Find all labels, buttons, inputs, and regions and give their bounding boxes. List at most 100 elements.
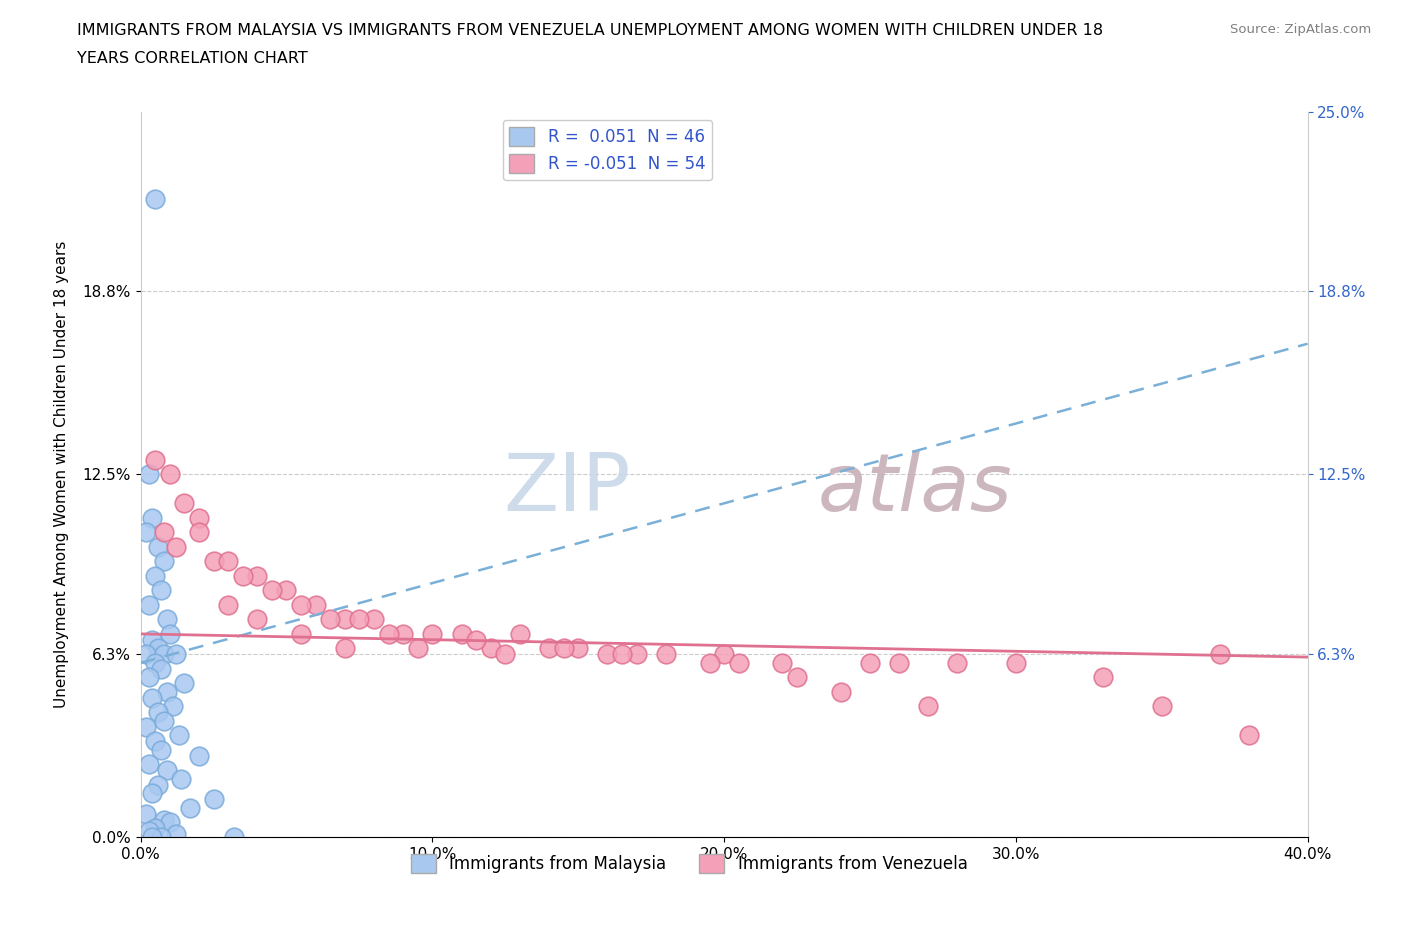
Point	[406, 641, 429, 656]
Point	[422, 627, 444, 642]
Point	[713, 646, 735, 661]
Point	[217, 597, 239, 612]
Point	[143, 821, 166, 836]
Point	[141, 690, 163, 705]
Point	[153, 646, 176, 661]
Point	[217, 554, 239, 569]
Point	[188, 749, 211, 764]
Point	[1239, 728, 1261, 743]
Point	[727, 656, 749, 671]
Point	[135, 525, 157, 539]
Point	[1092, 670, 1115, 684]
Point	[1005, 656, 1028, 671]
Point	[146, 777, 169, 792]
Point	[138, 467, 160, 482]
Text: atlas: atlas	[817, 450, 1012, 528]
Point	[143, 192, 166, 206]
Point	[156, 612, 179, 627]
Point	[165, 646, 187, 661]
Text: IMMIGRANTS FROM MALAYSIA VS IMMIGRANTS FROM VENEZUELA UNEMPLOYMENT AMONG WOMEN W: IMMIGRANTS FROM MALAYSIA VS IMMIGRANTS F…	[77, 23, 1104, 38]
Point	[141, 830, 163, 844]
Point	[450, 627, 472, 642]
Point	[363, 612, 385, 627]
Point	[188, 525, 211, 539]
Point	[143, 452, 166, 467]
Point	[392, 627, 415, 642]
Point	[165, 539, 187, 554]
Point	[156, 763, 179, 777]
Point	[153, 554, 176, 569]
Point	[553, 641, 575, 656]
Point	[138, 824, 160, 839]
Text: YEARS CORRELATION CHART: YEARS CORRELATION CHART	[77, 51, 308, 66]
Point	[138, 757, 160, 772]
Point	[141, 786, 163, 801]
Point	[135, 646, 157, 661]
Point	[596, 646, 619, 661]
Point	[246, 612, 269, 627]
Point	[333, 612, 356, 627]
Point	[170, 772, 193, 787]
Point	[290, 627, 312, 642]
Point	[150, 583, 173, 598]
Point	[655, 646, 678, 661]
Legend: Immigrants from Malaysia, Immigrants from Venezuela: Immigrants from Malaysia, Immigrants fro…	[404, 847, 974, 880]
Point	[173, 676, 195, 691]
Point	[610, 646, 633, 661]
Point	[333, 641, 356, 656]
Point	[305, 597, 328, 612]
Point	[188, 511, 211, 525]
Point	[146, 539, 169, 554]
Point	[135, 719, 157, 734]
Point	[153, 525, 176, 539]
Point	[141, 632, 163, 647]
Point	[349, 612, 371, 627]
Point	[162, 699, 184, 714]
Point	[377, 627, 399, 642]
Point	[165, 827, 187, 842]
Point	[465, 632, 488, 647]
Y-axis label: Unemployment Among Women with Children Under 18 years: Unemployment Among Women with Children U…	[53, 241, 69, 708]
Point	[222, 830, 245, 844]
Point	[150, 661, 173, 676]
Point	[143, 656, 166, 671]
Point	[917, 699, 939, 714]
Point	[786, 670, 808, 684]
Point	[141, 511, 163, 525]
Point	[290, 597, 312, 612]
Point	[153, 812, 176, 827]
Point	[479, 641, 502, 656]
Point	[232, 568, 254, 583]
Point	[150, 830, 173, 844]
Point	[772, 656, 794, 671]
Point	[509, 627, 531, 642]
Point	[699, 656, 721, 671]
Point	[246, 568, 269, 583]
Point	[150, 742, 173, 757]
Point	[138, 597, 160, 612]
Text: ZIP: ZIP	[503, 450, 631, 528]
Point	[159, 815, 181, 830]
Point	[830, 684, 852, 699]
Point	[567, 641, 589, 656]
Point	[319, 612, 342, 627]
Point	[202, 554, 225, 569]
Point	[276, 583, 298, 598]
Point	[146, 705, 169, 720]
Point	[143, 734, 166, 749]
Point	[173, 496, 195, 511]
Point	[167, 728, 190, 743]
Point	[859, 656, 882, 671]
Point	[156, 684, 179, 699]
Point	[889, 656, 911, 671]
Point	[626, 646, 648, 661]
Point	[494, 646, 516, 661]
Point	[146, 641, 169, 656]
Text: Source: ZipAtlas.com: Source: ZipAtlas.com	[1230, 23, 1371, 36]
Point	[159, 467, 181, 482]
Point	[538, 641, 561, 656]
Point	[153, 713, 176, 728]
Point	[143, 568, 166, 583]
Point	[260, 583, 283, 598]
Point	[202, 791, 225, 806]
